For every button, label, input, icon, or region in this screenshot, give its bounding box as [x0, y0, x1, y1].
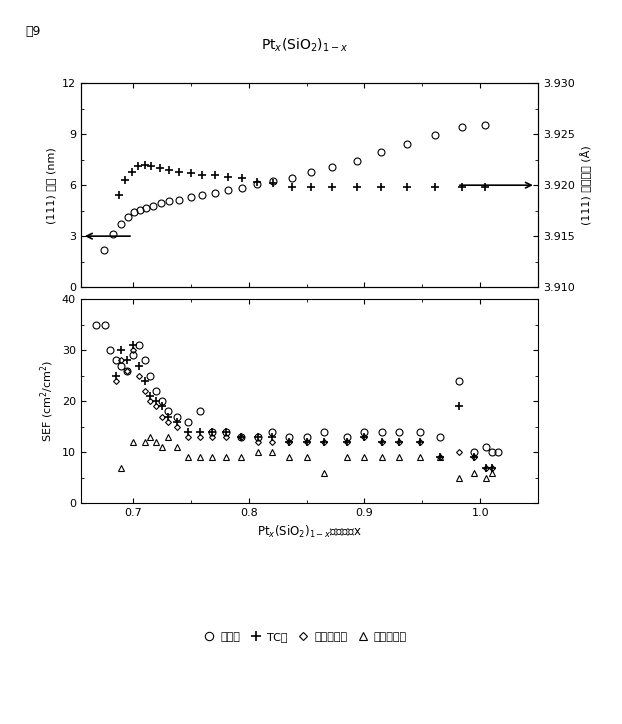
Y-axis label: (111) 格子定数 (Å): (111) 格子定数 (Å) [580, 146, 592, 225]
X-axis label: Pt$_x$(SiO$_2$)$_{1-x}$におけるx: Pt$_x$(SiO$_2$)$_{1-x}$におけるx [257, 523, 362, 539]
Legend: 初期値, TC後, 耐性試験前, 耐性試験後: 初期値, TC後, 耐性試験前, 耐性試験後 [198, 627, 411, 646]
Text: 図9: 図9 [25, 25, 40, 38]
Y-axis label: SEF (cm$^2$/cm$^2$): SEF (cm$^2$/cm$^2$) [39, 360, 57, 442]
Text: Pt$_x$(SiO$_2$)$_{1-x}$: Pt$_x$(SiO$_2$)$_{1-x}$ [261, 37, 348, 54]
Y-axis label: (111) 粒度 (nm): (111) 粒度 (nm) [46, 147, 57, 224]
